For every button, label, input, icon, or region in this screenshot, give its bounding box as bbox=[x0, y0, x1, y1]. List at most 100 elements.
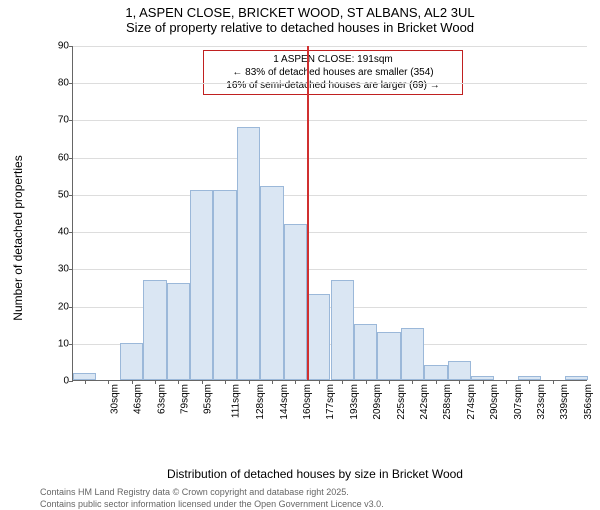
histogram-bar bbox=[73, 373, 96, 380]
histogram-bar bbox=[424, 365, 447, 380]
annotation-box: 1 ASPEN CLOSE: 191sqm ← 83% of detached … bbox=[203, 50, 463, 95]
x-tick-mark bbox=[553, 380, 554, 384]
histogram-bar bbox=[167, 283, 190, 380]
histogram-bar bbox=[260, 186, 283, 380]
histogram-bar bbox=[237, 127, 260, 380]
x-tick-label: 193sqm bbox=[349, 384, 360, 420]
x-tick-mark bbox=[85, 380, 86, 384]
x-tick-label: 258sqm bbox=[443, 384, 454, 420]
x-tick-mark bbox=[108, 380, 109, 384]
annotation-line2: ← 83% of detached houses are smaller (35… bbox=[210, 66, 456, 79]
gridline bbox=[73, 120, 587, 121]
y-tick-label: 90 bbox=[58, 41, 69, 52]
histogram-bar bbox=[120, 343, 143, 380]
x-tick-label: 225sqm bbox=[396, 384, 407, 420]
chart-area: Number of detached properties 1 ASPEN CL… bbox=[40, 41, 600, 421]
x-tick-label: 274sqm bbox=[466, 384, 477, 420]
histogram-bar bbox=[565, 376, 588, 380]
histogram-bar bbox=[190, 190, 213, 380]
histogram-bar bbox=[213, 190, 236, 380]
y-tick-label: 10 bbox=[58, 338, 69, 349]
x-tick-label: 128sqm bbox=[255, 384, 266, 420]
y-tick-mark bbox=[69, 46, 73, 47]
x-tick-mark bbox=[412, 380, 413, 384]
x-tick-mark bbox=[295, 380, 296, 384]
histogram-bar bbox=[354, 324, 377, 380]
x-tick-label: 356sqm bbox=[583, 384, 594, 420]
histogram-bar bbox=[331, 280, 354, 381]
footer: Contains HM Land Registry data © Crown c… bbox=[40, 487, 590, 510]
gridline bbox=[73, 158, 587, 159]
histogram-bar bbox=[377, 332, 400, 380]
y-tick-label: 80 bbox=[58, 78, 69, 89]
y-tick-label: 20 bbox=[58, 301, 69, 312]
x-axis-label: Distribution of detached houses by size … bbox=[40, 467, 590, 481]
x-tick-mark bbox=[132, 380, 133, 384]
x-tick-label: 95sqm bbox=[203, 384, 214, 414]
x-tick-label: 339sqm bbox=[560, 384, 571, 420]
x-tick-mark bbox=[506, 380, 507, 384]
y-tick-mark bbox=[69, 381, 73, 382]
chart-title: 1, ASPEN CLOSE, BRICKET WOOD, ST ALBANS,… bbox=[10, 5, 590, 20]
chart-subtitle: Size of property relative to detached ho… bbox=[10, 20, 590, 35]
y-tick-mark bbox=[69, 232, 73, 233]
gridline bbox=[73, 232, 587, 233]
x-tick-label: 144sqm bbox=[279, 384, 290, 420]
y-tick-mark bbox=[69, 195, 73, 196]
x-tick-mark bbox=[319, 380, 320, 384]
histogram-bar bbox=[401, 328, 424, 380]
annotation-line1: 1 ASPEN CLOSE: 191sqm bbox=[210, 53, 456, 66]
x-tick-label: 177sqm bbox=[325, 384, 336, 420]
histogram-bar bbox=[284, 224, 307, 380]
gridline bbox=[73, 195, 587, 196]
x-tick-mark bbox=[436, 380, 437, 384]
gridline bbox=[73, 83, 587, 84]
y-tick-label: 70 bbox=[58, 115, 69, 126]
x-tick-label: 111sqm bbox=[230, 384, 241, 418]
y-tick-mark bbox=[69, 158, 73, 159]
y-tick-mark bbox=[69, 83, 73, 84]
y-tick-label: 50 bbox=[58, 189, 69, 200]
x-tick-mark bbox=[483, 380, 484, 384]
x-tick-mark bbox=[366, 380, 367, 384]
y-axis-label: Number of detached properties bbox=[11, 155, 25, 320]
x-tick-label: 242sqm bbox=[419, 384, 430, 420]
x-tick-mark bbox=[178, 380, 179, 384]
x-tick-mark bbox=[272, 380, 273, 384]
footer-line2: Contains public sector information licen… bbox=[40, 499, 590, 510]
x-tick-label: 160sqm bbox=[302, 384, 313, 420]
x-tick-label: 323sqm bbox=[536, 384, 547, 420]
x-tick-label: 307sqm bbox=[513, 384, 524, 420]
x-tick-mark bbox=[249, 380, 250, 384]
x-tick-label: 46sqm bbox=[133, 384, 144, 414]
x-tick-label: 63sqm bbox=[156, 384, 167, 414]
x-tick-mark bbox=[155, 380, 156, 384]
reference-line bbox=[307, 46, 309, 380]
y-tick-mark bbox=[69, 307, 73, 308]
y-tick-label: 30 bbox=[58, 264, 69, 275]
x-tick-mark bbox=[529, 380, 530, 384]
x-tick-label: 30sqm bbox=[109, 384, 120, 414]
x-tick-mark bbox=[459, 380, 460, 384]
y-tick-label: 40 bbox=[58, 227, 69, 238]
plot-region: 1 ASPEN CLOSE: 191sqm ← 83% of detached … bbox=[72, 46, 587, 381]
x-tick-label: 79sqm bbox=[179, 384, 190, 414]
y-tick-label: 60 bbox=[58, 152, 69, 163]
x-tick-mark bbox=[225, 380, 226, 384]
x-tick-label: 290sqm bbox=[489, 384, 500, 420]
chart-container: 1, ASPEN CLOSE, BRICKET WOOD, ST ALBANS,… bbox=[0, 0, 600, 500]
x-tick-label: 209sqm bbox=[372, 384, 383, 420]
x-tick-mark bbox=[202, 380, 203, 384]
gridline bbox=[73, 269, 587, 270]
histogram-bar bbox=[307, 294, 330, 380]
y-tick-mark bbox=[69, 269, 73, 270]
histogram-bar bbox=[448, 361, 471, 380]
x-tick-mark bbox=[389, 380, 390, 384]
footer-line1: Contains HM Land Registry data © Crown c… bbox=[40, 487, 590, 499]
x-tick-mark bbox=[342, 380, 343, 384]
y-tick-mark bbox=[69, 344, 73, 345]
gridline bbox=[73, 46, 587, 47]
y-tick-label: 0 bbox=[63, 376, 69, 387]
y-tick-mark bbox=[69, 120, 73, 121]
histogram-bar bbox=[143, 280, 166, 381]
